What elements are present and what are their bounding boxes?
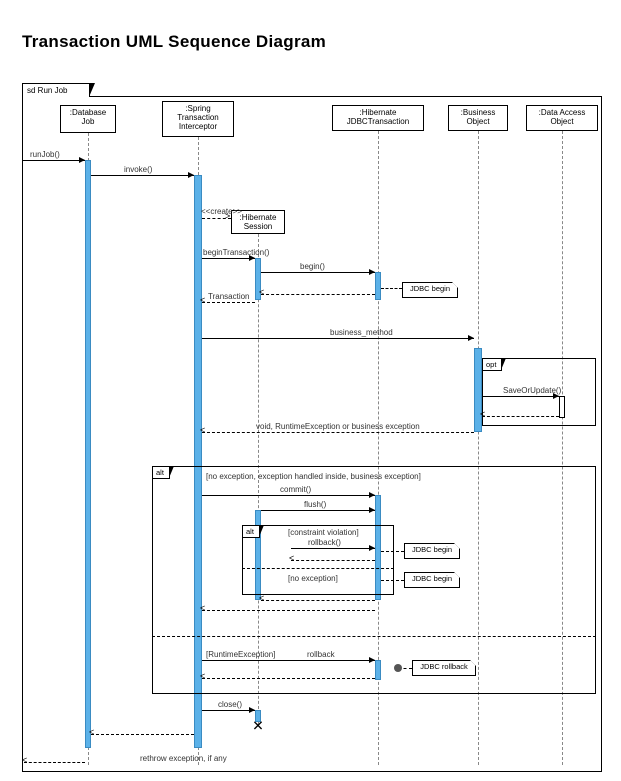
message-line — [291, 560, 375, 561]
frag-guard: [RuntimeException] — [206, 650, 275, 659]
lifeline-head-biz: :BusinessObject — [448, 105, 508, 131]
arrow-head — [79, 157, 85, 163]
message-label: flush() — [304, 500, 326, 509]
message-line — [261, 294, 375, 295]
lifeline-label: Object — [529, 117, 595, 126]
lifeline-label: :Data Access — [529, 108, 595, 117]
page-title: Transaction UML Sequence Diagram — [22, 32, 326, 52]
note-box: JDBC begin — [404, 543, 460, 559]
lifeline-label: Object — [451, 117, 505, 126]
message-line — [482, 396, 559, 397]
message-label: rollback() — [308, 538, 341, 547]
rollback-dot — [394, 664, 402, 672]
arrow-head-open: < — [22, 757, 27, 763]
message-label: <<create>> — [201, 207, 242, 216]
note-box: JDBC rollback — [412, 660, 476, 676]
message-label: beginTransaction() — [203, 248, 269, 257]
frag-tab-alt-inner: alt — [242, 525, 260, 538]
arrow-head-open: < — [259, 289, 264, 295]
lifeline-head-sti: :SpringTransactionInterceptor — [162, 101, 234, 137]
activation-hjdbc-3 — [375, 272, 381, 300]
message-line — [482, 416, 559, 417]
message-line — [202, 302, 255, 303]
frag-tab-alt-outer: alt — [152, 466, 170, 479]
message-label: invoke() — [124, 165, 152, 174]
frag-guard: [no exception, exception handled inside,… — [206, 472, 421, 481]
lifeline-label: Interceptor — [165, 122, 231, 131]
arrow-head — [369, 545, 375, 551]
message-line — [291, 548, 375, 549]
message-label: SaveOrUpdate() — [503, 386, 561, 395]
frag-divider — [242, 568, 394, 569]
message-line — [202, 660, 375, 661]
arrow-head-open: < — [200, 297, 205, 303]
page: Transaction UML Sequence Diagram sd Run J… — [0, 0, 621, 781]
message-label: close() — [218, 700, 242, 709]
message-label: commit() — [280, 485, 311, 494]
message-line — [202, 258, 255, 259]
frag-guard: [constraint violation] — [288, 528, 359, 537]
message-line — [202, 710, 255, 711]
lifeline-head-dao: :Data AccessObject — [526, 105, 598, 131]
note-box: JDBC begin — [404, 572, 460, 588]
lifeline-label: :Business — [451, 108, 505, 117]
arrow-head-open: < — [89, 729, 94, 735]
message-line — [22, 160, 85, 161]
message-label: Transaction — [208, 292, 250, 301]
note-connector — [381, 580, 404, 581]
arrow-head — [369, 269, 375, 275]
message-label: runJob() — [30, 150, 60, 159]
arrow-head-open: < — [289, 555, 294, 561]
note-connector — [381, 288, 402, 289]
message-line — [202, 338, 474, 339]
activation-biz-4 — [474, 348, 482, 432]
message-label: begin() — [300, 262, 325, 271]
frag-tab-opt: opt — [482, 358, 502, 371]
lifeline-head-db: :DatabaseJob — [60, 105, 116, 133]
arrow-head — [249, 707, 255, 713]
arrow-head — [468, 335, 474, 341]
lifeline-label: JDBCTransaction — [335, 117, 421, 126]
note-connector — [381, 551, 404, 552]
arrow-head-open: < — [259, 595, 264, 601]
lifeline-label: Transaction — [165, 113, 231, 122]
lifeline-label: :Hibernate — [335, 108, 421, 117]
message-label: rollback — [307, 650, 335, 659]
message-line — [202, 610, 375, 611]
sd-tab: sd Run Job — [22, 83, 90, 97]
message-line — [261, 272, 375, 273]
frag-divider — [152, 636, 596, 637]
arrow-head-open: < — [200, 673, 205, 679]
message-line — [91, 175, 194, 176]
lifeline-label: Job — [63, 117, 113, 126]
message-line — [24, 762, 85, 763]
lifeline-label: :Database — [63, 108, 113, 117]
message-line — [91, 734, 194, 735]
message-line — [202, 432, 474, 433]
message-label: business_method — [330, 328, 393, 337]
lifeline-head-hjdbc: :HibernateJDBCTransaction — [332, 105, 424, 131]
frag-guard: [no exception] — [288, 574, 338, 583]
arrow-head-open: < — [200, 605, 205, 611]
message-label: void, RuntimeException or business excep… — [256, 422, 420, 431]
arrow-head — [369, 507, 375, 513]
lifeline-label: Session — [234, 222, 282, 231]
arrow-head-open: < — [480, 411, 485, 417]
lifeline-label: :Spring — [165, 104, 231, 113]
activation-db-0 — [85, 160, 91, 748]
arrow-head — [188, 172, 194, 178]
note-box: JDBC begin — [402, 282, 458, 298]
message-line — [261, 510, 375, 511]
message-line — [202, 495, 375, 496]
message-label: rethrow exception, if any — [140, 754, 227, 763]
message-line — [261, 600, 375, 601]
destroy-marker: ✕ — [252, 718, 264, 735]
message-line — [202, 678, 375, 679]
arrow-head — [369, 657, 375, 663]
arrow-head-open: < — [200, 427, 205, 433]
arrow-head — [369, 492, 375, 498]
